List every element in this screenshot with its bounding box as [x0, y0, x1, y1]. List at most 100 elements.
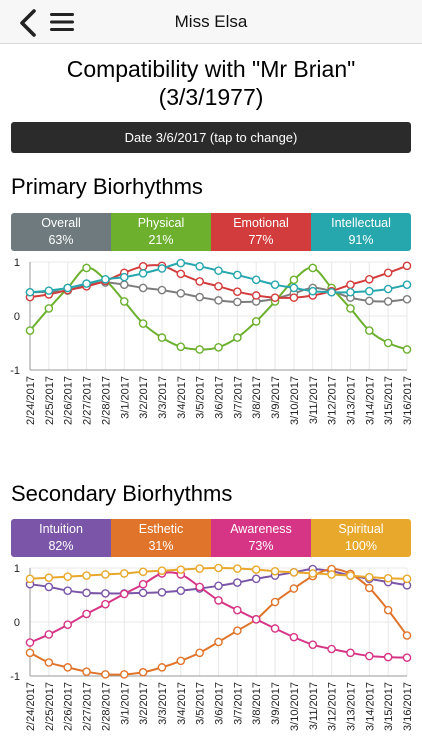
primary-point-overall [364, 296, 374, 306]
primary-point-physical [119, 297, 129, 306]
secondary-point-esthetic [25, 648, 35, 658]
primary-point-physical [214, 343, 223, 352]
primary-point-emotional [195, 277, 204, 286]
secondary-chart-svg: 1 0 -1 2/24/2017 2/25/2017 2/26/2017 2/27/2017… [10, 563, 414, 731]
tab-emotional[interactable]: Emotional 77% [211, 213, 311, 251]
primary-xtick-label: 3/7/2017 [232, 376, 244, 419]
tab-overall[interactable]: Overall 63% [11, 213, 111, 251]
secondary-point-intuition [138, 588, 148, 598]
tab-physical[interactable]: Physical 21% [111, 213, 211, 251]
secondary-point-intuition [251, 574, 261, 584]
secondary-xtick-label: 3/4/2017 [176, 682, 188, 725]
page-title-line1: Compatibility with "Mr Brian" [66, 56, 356, 82]
secondary-xtick-label: 3/16/2017 [402, 682, 414, 731]
page-title: Compatibility with "Mr Brian" (3/3/1977) [0, 55, 422, 111]
primary-point-intellectual [364, 286, 374, 296]
primary-point-physical [251, 317, 261, 326]
primary-point-overall [402, 294, 412, 304]
secondary-point-esthetic [402, 631, 412, 640]
secondary-xtick-label: 2/28/2017 [100, 682, 112, 731]
primary-point-intellectual [327, 287, 336, 297]
secondary-point-awareness [383, 652, 393, 662]
primary-chart-svg: 1 0 -1 2/24/2017 2/25/2017 2/26/2017 2/27/2017… [10, 257, 414, 425]
secondary-xtick-label: 2/25/2017 [44, 682, 56, 731]
secondary-point-spiritual [82, 571, 91, 580]
secondary-point-spiritual [289, 568, 299, 577]
primary-point-intellectual [402, 280, 412, 289]
hamburger-menu-icon[interactable] [48, 11, 76, 33]
secondary-point-esthetic [101, 670, 110, 679]
secondary-point-intuition [44, 582, 54, 592]
primary-xtick-label: 3/15/2017 [383, 376, 395, 425]
primary-xtick-label: 3/1/2017 [119, 376, 131, 419]
tab-spiritual[interactable]: Spiritual 100% [311, 519, 411, 557]
secondary-point-intuition [101, 589, 110, 598]
primary-point-intellectual [82, 279, 91, 288]
secondary-point-spiritual [157, 566, 167, 576]
primary-point-physical [44, 304, 54, 313]
tab-intuition[interactable]: Intuition 82% [11, 519, 111, 557]
primary-point-overall [195, 292, 204, 302]
secondary-point-awareness [195, 582, 204, 592]
primary-section-title: Primary Biorhythms [11, 174, 203, 199]
primary-xtick-label: 3/8/2017 [251, 376, 263, 419]
primary-point-intellectual [119, 272, 129, 282]
secondary-point-awareness [25, 638, 35, 647]
primary-series-intellectual [25, 258, 412, 297]
primary-point-intellectual [44, 286, 54, 295]
tab-intuition-value: 82% [48, 539, 74, 553]
secondary-point-awareness [214, 596, 223, 605]
secondary-point-awareness [327, 644, 336, 654]
secondary-point-awareness [402, 653, 412, 662]
tab-awareness[interactable]: Awareness 73% [211, 519, 311, 557]
secondary-point-intuition [157, 587, 167, 597]
primary-point-physical [402, 345, 412, 354]
primary-point-physical [364, 326, 374, 335]
primary-xtick-label: 3/10/2017 [289, 376, 301, 425]
primary-grid [29, 261, 408, 371]
secondary-point-esthetic [119, 670, 129, 679]
primary-xtick-label: 3/2/2017 [138, 376, 150, 419]
secondary-point-esthetic [383, 605, 393, 615]
primary-point-physical [82, 263, 91, 273]
secondary-xtick-label: 3/8/2017 [251, 682, 263, 725]
primary-point-intellectual [270, 280, 280, 289]
secondary-point-awareness [44, 630, 54, 639]
secondary-point-awareness [101, 599, 110, 609]
primary-point-overall [383, 297, 393, 306]
secondary-point-spiritual [44, 573, 54, 583]
secondary-point-spiritual [176, 565, 186, 574]
primary-point-intellectual [289, 283, 299, 293]
secondary-xtick-label: 3/5/2017 [195, 682, 207, 725]
back-chevron-icon[interactable] [14, 8, 40, 38]
secondary-point-awareness [119, 589, 129, 599]
primary-xtick-label: 2/28/2017 [100, 376, 112, 425]
primary-point-overall [138, 283, 148, 293]
tab-intellectual[interactable]: Intellectual 91% [311, 213, 411, 251]
tab-esthetic[interactable]: Esthetic 31% [111, 519, 211, 557]
secondary-xtick-label: 3/3/2017 [157, 682, 169, 725]
secondary-point-spiritual [346, 571, 355, 580]
date-change-button[interactable]: Date 3/6/2017 (tap to change) [11, 122, 411, 153]
primary-xtick-label: 3/6/2017 [214, 376, 226, 419]
primary-xtick-label: 2/26/2017 [63, 376, 75, 425]
primary-xtick-label: 3/5/2017 [195, 376, 207, 419]
tab-emotional-label: Emotional [233, 216, 289, 230]
primary-xtick-label: 3/4/2017 [176, 376, 188, 419]
secondary-point-spiritual [251, 565, 261, 574]
primary-point-physical [25, 326, 35, 335]
primary-point-intellectual [346, 287, 355, 297]
nav-title: Miss Elsa [174, 12, 248, 31]
primary-xtick-label: 3/9/2017 [270, 376, 282, 419]
secondary-xtick-label: 3/1/2017 [119, 682, 131, 725]
secondary-xtick-label: 3/9/2017 [270, 682, 282, 725]
secondary-point-spiritual [138, 567, 148, 577]
secondary-point-esthetic [138, 667, 148, 677]
secondary-xtick-label: 2/27/2017 [82, 682, 94, 731]
primary-point-intellectual [195, 262, 204, 271]
primary-point-physical [289, 275, 299, 285]
secondary-point-esthetic [63, 663, 72, 672]
secondary-point-esthetic [364, 583, 374, 593]
primary-xtick-label: 3/14/2017 [364, 376, 376, 425]
secondary-ytick-label: -1 [10, 671, 20, 683]
